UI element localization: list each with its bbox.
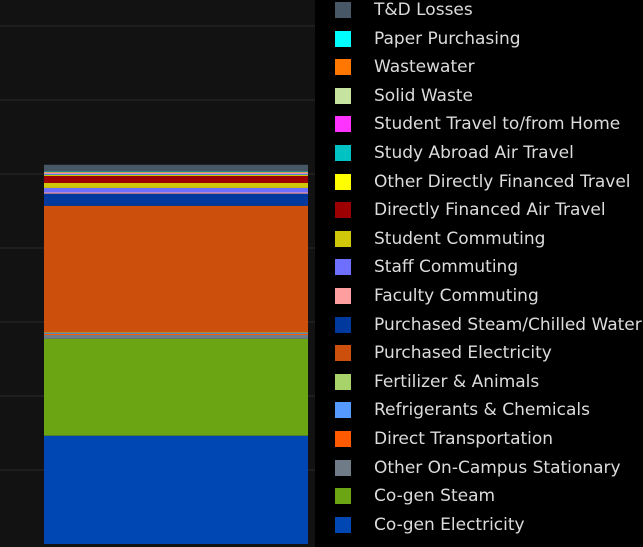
legend-item-student-commuting[interactable]: Student Commuting xyxy=(335,229,545,249)
legend-label: Co-gen Electricity xyxy=(374,514,525,535)
legend-item-fertilizer-animals[interactable]: Fertilizer & Animals xyxy=(335,372,539,392)
legend-label: Purchased Steam/Chilled Water xyxy=(374,314,642,335)
bar-segment-other-on-campus-stationary[interactable] xyxy=(44,335,308,339)
legend-item-directly-financed-air-travel[interactable]: Directly Financed Air Travel xyxy=(335,200,606,220)
legend-label: Other Directly Financed Travel xyxy=(374,171,631,192)
legend-item-staff-commuting[interactable]: Staff Commuting xyxy=(335,257,518,277)
bar-segment-faculty-commuting[interactable] xyxy=(44,192,308,194)
legend-label: Purchased Electricity xyxy=(374,343,552,364)
legend-label: Faculty Commuting xyxy=(374,286,539,306)
legend-label: Other On-Campus Stationary xyxy=(374,457,621,478)
bar-segment-student-commuting[interactable] xyxy=(44,183,308,188)
legend-label: Direct Transportation xyxy=(374,429,554,449)
legend-swatch xyxy=(335,230,351,247)
bar-segment-directly-financed-air-travel[interactable] xyxy=(44,175,308,183)
legend-label: Paper Purchasing xyxy=(374,28,521,49)
legend-item-co-gen-electricity[interactable]: Co-gen Electricity xyxy=(335,515,525,535)
legend-swatch xyxy=(335,173,351,190)
bar-segment-co-gen-steam[interactable] xyxy=(44,338,308,436)
legend-label: T&D Losses xyxy=(374,0,473,20)
bar-segment-t-d-losses[interactable] xyxy=(44,164,308,172)
legend-swatch xyxy=(335,431,351,447)
legend-label: Study Abroad Air Travel xyxy=(374,143,574,163)
legend-label: Refrigerants & Chemicals xyxy=(374,400,590,421)
legend-swatch xyxy=(335,87,351,104)
bar-segment-fertilizer-animals[interactable] xyxy=(44,332,308,334)
legend-label: Staff Commuting xyxy=(374,257,519,278)
legend-swatch xyxy=(335,316,351,333)
bar-segment-refrigerants-chemicals[interactable] xyxy=(44,333,308,334)
legend-label: Fertilizer & Animals xyxy=(374,371,540,392)
legend-item-direct-transportation[interactable]: Direct Transportation xyxy=(335,429,553,449)
legend-label: Wastewater xyxy=(374,57,475,78)
legend-label: Student Commuting xyxy=(374,228,546,249)
legend-swatch xyxy=(335,459,351,476)
legend-item-wastewater[interactable]: Wastewater xyxy=(335,57,475,77)
legend-label: Student Travel to/from Home xyxy=(374,114,621,135)
legend-item-student-travel-to-from-home[interactable]: Student Travel to/from Home xyxy=(335,114,620,134)
bar-segment-purchased-electricity[interactable] xyxy=(44,205,308,333)
legend-swatch xyxy=(335,288,351,304)
bar-segment-purchased-steam-chilled-water[interactable] xyxy=(44,193,308,206)
legend-item-purchased-steam-chilled-water[interactable]: Purchased Steam/Chilled Water xyxy=(335,315,642,335)
legend-swatch xyxy=(335,402,351,419)
bar-segment-direct-transportation[interactable] xyxy=(44,333,308,335)
bar-segment-staff-commuting[interactable] xyxy=(44,187,308,193)
legend-swatch xyxy=(335,488,351,505)
legend-swatch xyxy=(335,145,351,161)
legend-item-solid-waste[interactable]: Solid Waste xyxy=(335,86,473,106)
legend-item-faculty-commuting[interactable]: Faculty Commuting xyxy=(335,286,539,306)
bar-segment-other-directly-financed-travel[interactable] xyxy=(44,175,308,176)
bar-segment-student-travel-to-from-home[interactable] xyxy=(44,173,308,175)
legend-item-other-on-campus-stationary[interactable]: Other On-Campus Stationary xyxy=(335,458,621,478)
legend-label: Solid Waste xyxy=(374,85,473,106)
legend-item-paper-purchasing[interactable]: Paper Purchasing xyxy=(335,29,521,49)
legend-swatch xyxy=(335,259,351,276)
legend-swatch xyxy=(335,516,351,533)
legend-swatch xyxy=(335,59,351,76)
legend-item-refrigerants-chemicals[interactable]: Refrigerants & Chemicals xyxy=(335,400,590,420)
bar-segment-co-gen-electricity[interactable] xyxy=(44,435,308,544)
legend-swatch xyxy=(335,202,351,219)
legend-item-study-abroad-air-travel[interactable]: Study Abroad Air Travel xyxy=(335,143,574,163)
legend-item-other-directly-financed-travel[interactable]: Other Directly Financed Travel xyxy=(335,172,631,192)
chart-legend: T&D Losses Paper Purchasing Wastewater Soli… xyxy=(315,0,643,547)
legend-item-t-d-losses[interactable]: T&D Losses xyxy=(335,0,473,20)
legend-label: Directly Financed Air Travel xyxy=(374,200,606,221)
legend-swatch xyxy=(335,116,351,133)
legend-swatch xyxy=(335,30,351,47)
legend-swatch xyxy=(335,345,351,362)
legend-item-co-gen-steam[interactable]: Co-gen Steam xyxy=(335,486,495,506)
legend-item-purchased-electricity[interactable]: Purchased Electricity xyxy=(335,343,552,363)
bar-segment-study-abroad-air-travel[interactable] xyxy=(44,174,308,176)
legend-swatch xyxy=(335,2,351,18)
bar-segment-solid-waste[interactable] xyxy=(44,172,308,174)
legend-swatch xyxy=(335,373,351,390)
legend-label: Co-gen Steam xyxy=(374,486,496,507)
